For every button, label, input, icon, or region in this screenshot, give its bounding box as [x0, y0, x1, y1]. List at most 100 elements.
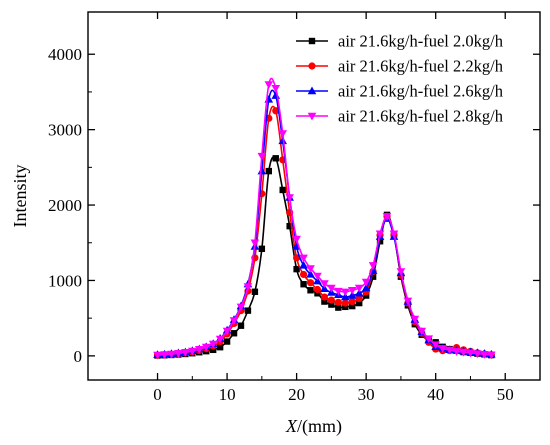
legend-label: air 21.6kg/h-fuel 2.0kg/h [338, 32, 504, 51]
data-point [417, 327, 427, 336]
data-point [473, 350, 482, 359]
data-point [347, 291, 357, 299]
data-point [167, 350, 176, 359]
legend-label: air 21.6kg/h-fuel 2.6kg/h [338, 82, 504, 101]
data-point [306, 269, 315, 278]
x-tick-label: 0 [153, 385, 162, 404]
data-point [321, 298, 328, 305]
data-point [208, 340, 218, 349]
data-point [306, 279, 315, 287]
data-point [223, 338, 231, 345]
data-point [264, 81, 274, 89]
data-point [335, 304, 342, 311]
data-point [452, 348, 461, 356]
series-line [157, 89, 492, 356]
data-point [320, 284, 329, 292]
data-point [244, 307, 252, 314]
data-point [361, 283, 371, 292]
data-point [258, 245, 266, 252]
data-point [299, 270, 308, 279]
data-point [342, 303, 349, 311]
x-axis-ticks: 0 10 20 30 40 50 [153, 12, 514, 404]
data-point [293, 265, 300, 273]
x-axis-title-unit: /(mm) [297, 416, 342, 437]
data-point [237, 322, 245, 329]
legend-marker [307, 86, 317, 95]
x-tick-label: 20 [288, 385, 305, 404]
data-point [369, 273, 377, 280]
data-point [299, 254, 308, 263]
data-point [279, 186, 286, 194]
series-layer [153, 77, 496, 360]
data-point [278, 136, 288, 145]
legend-marker [307, 112, 317, 121]
data-point [272, 155, 279, 162]
data-point [306, 265, 315, 273]
data-point [265, 167, 272, 175]
x-axis-title: X/(mm) [285, 416, 342, 437]
data-point [354, 288, 364, 297]
y-tick-label: 2000 [48, 196, 82, 215]
data-point [362, 292, 370, 299]
data-point [438, 345, 447, 353]
data-point [215, 335, 225, 344]
data-point [382, 213, 392, 221]
legend-marker [308, 37, 316, 45]
legend-label: air 21.6kg/h-fuel 2.2kg/h [338, 57, 504, 76]
data-point [334, 298, 342, 306]
data-point [328, 301, 335, 308]
data-point [327, 296, 335, 304]
y-axis-ticks: 0 1000 2000 3000 4000 [48, 45, 540, 366]
data-point [153, 351, 162, 360]
data-point [201, 343, 211, 352]
data-point [209, 346, 217, 354]
data-point [188, 347, 197, 356]
data-point [410, 315, 420, 324]
x-axis-title-italic: X [285, 416, 298, 436]
y-tick-label: 0 [74, 347, 83, 366]
data-point [236, 303, 246, 312]
legend: air 21.6kg/h-fuel 2.0kg/h air 21.6kg/h-fu… [296, 32, 504, 126]
data-point [181, 349, 190, 357]
data-point [376, 238, 384, 245]
y-tick-label: 4000 [48, 45, 82, 64]
data-point [403, 297, 413, 306]
data-point [459, 348, 468, 357]
data-point [466, 349, 475, 358]
data-point [229, 317, 239, 325]
data-point [299, 260, 308, 269]
data-point [230, 330, 238, 337]
data-point [347, 287, 357, 295]
data-point [356, 299, 363, 307]
data-point [313, 276, 322, 285]
series-line [157, 105, 492, 356]
data-point [354, 284, 364, 293]
series-2 [153, 105, 495, 359]
x-tick-label: 30 [358, 385, 375, 404]
data-point [313, 285, 322, 294]
data-point [251, 288, 259, 295]
data-point [431, 341, 440, 350]
data-point [396, 268, 406, 276]
data-point [313, 272, 322, 281]
data-point [278, 130, 288, 138]
data-point [424, 335, 434, 344]
data-point [286, 222, 293, 230]
x-tick-label: 50 [497, 385, 514, 404]
data-point [194, 346, 204, 354]
data-point [243, 283, 253, 291]
data-point [340, 288, 350, 297]
data-point [487, 351, 496, 360]
data-point [368, 262, 378, 270]
data-point [250, 239, 260, 248]
data-point [160, 351, 169, 360]
data-point [361, 278, 371, 287]
data-point [257, 166, 267, 175]
data-point [257, 152, 267, 161]
data-point [389, 230, 399, 239]
data-point [307, 287, 314, 294]
data-point [320, 280, 329, 288]
data-point [445, 346, 454, 355]
data-point [349, 302, 356, 310]
